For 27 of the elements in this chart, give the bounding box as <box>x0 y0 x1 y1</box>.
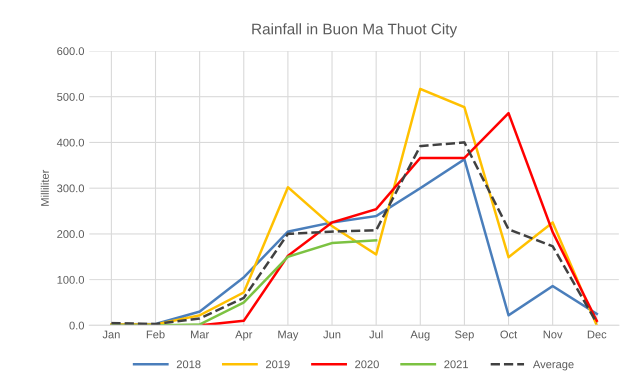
y-tick-label: 400.0 <box>56 138 84 147</box>
legend-label: 2021 <box>444 360 468 368</box>
legend-label: 2018 <box>176 360 201 368</box>
x-tick-label: Jul <box>369 330 383 338</box>
y-tick-label: 100.0 <box>58 276 84 284</box>
x-tick-label: Aug <box>410 330 430 341</box>
x-tick-label: Jan <box>102 330 120 338</box>
y-tick-label: 300.0 <box>57 184 84 192</box>
x-tick-label: Jun <box>323 330 340 338</box>
x-tick-label: Apr <box>235 330 252 341</box>
x-tick-label: Oct <box>500 330 518 338</box>
x-tick-label: Nov <box>544 330 563 338</box>
x-tick-label: Feb <box>146 330 165 338</box>
legend-label: 2019 <box>266 360 290 368</box>
legend-label: Average <box>532 360 574 370</box>
y-tick-label: 600.0 <box>57 47 84 56</box>
chart-title: Rainfall in Buon Ma Thuot City <box>252 23 458 38</box>
x-tick-label: Dec <box>588 330 606 338</box>
line-series <box>110 239 378 326</box>
y-tick-label: 500.0 <box>57 92 84 101</box>
legend-label: 2020 <box>355 360 379 368</box>
y-tick-label: 200.0 <box>57 230 84 238</box>
x-tick-label: Sep <box>455 330 474 341</box>
x-tick-label: Mar <box>190 330 210 338</box>
y-tick-label: 0.0 <box>69 322 84 330</box>
y-axis-title: Milliliter <box>40 170 49 206</box>
x-tick-label: May <box>278 330 298 341</box>
